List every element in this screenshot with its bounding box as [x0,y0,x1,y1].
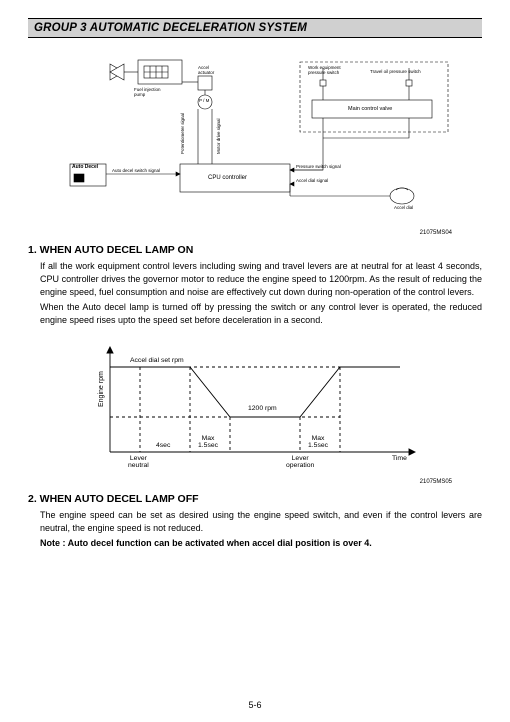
label-potentio: Potentiometer signal [181,113,186,154]
section1-title: 1. WHEN AUTO DECEL LAMP ON [28,244,482,256]
label-work-equip: Work equipmentpressure switch [308,66,341,76]
section1-body: If all the work equipment control levers… [28,260,482,327]
system-diagram: Fuel injectionpump Accelactuator P / M A… [50,46,460,226]
section2-note: Note : Auto decel function can be activa… [40,537,482,550]
section1-p1: If all the work equipment control levers… [40,260,482,299]
label-auto-decel-signal: Auto decel switch signal [112,169,160,174]
section2-p1: The engine speed can be set as desired u… [40,509,482,535]
graph-max2: Max1.5sec [308,435,328,449]
section2-body: The engine speed can be set as desired u… [28,509,482,550]
group-header: GROUP 3 AUTOMATIC DECELERATION SYSTEM [28,18,482,38]
label-accel-dial-signal: Accel dial signal [296,179,328,184]
label-travel-switch: Travel oil pressure switch [370,70,421,75]
decel-graph: Engine rpm Accel dial set rpm 1200 rpm 4… [70,337,440,477]
graph-lever-neutral: Leverneutral [128,455,149,469]
label-pressure-signal: Pressure switch signal [296,165,341,170]
label-auto-decel-box: Auto Decel [72,165,98,171]
diagram-figure-number: 21075MS04 [28,230,482,236]
label-cpu: CPU controller [208,175,247,182]
label-pm: P / M [199,99,209,104]
graph-max1: Max1.5sec [198,435,218,449]
label-accel-actuator: Accelactuator [198,66,214,76]
graph-accel-set: Accel dial set rpm [130,357,184,364]
graph-1200rpm: 1200 rpm [248,405,277,412]
section1-p2: When the Auto decel lamp is turned off b… [40,301,482,327]
label-fuel-pump: Fuel injectionpump [134,88,161,98]
page-number: 5-6 [0,700,510,710]
label-main-valve: Main control valve [348,106,392,112]
graph-ylabel: Engine rpm [98,371,105,407]
section2-title: 2. WHEN AUTO DECEL LAMP OFF [28,493,482,505]
graph-4sec: 4sec [156,442,170,449]
graph-lever-op: Leveroperation [286,455,314,469]
graph-figure-number: 21075MS05 [28,479,482,485]
label-accel-dial: Accel dial [394,206,413,211]
label-motor-drive: Motor drive signal [217,118,222,154]
graph-time: Time [392,455,407,462]
